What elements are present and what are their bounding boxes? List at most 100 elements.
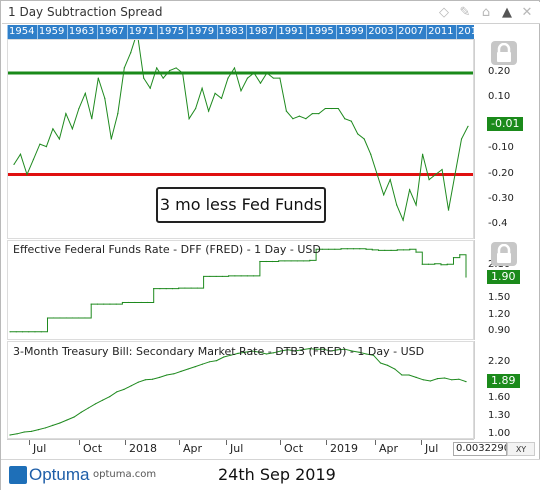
tbill-pane[interactable] (7, 341, 474, 439)
window-title: 1 Day Subtraction Spread (8, 5, 163, 19)
data-point (377, 249, 380, 252)
data-point (331, 107, 333, 110)
x-tick-label: Jul (425, 442, 439, 455)
data-point (415, 251, 417, 253)
last-value-badge: 1.90 (487, 269, 520, 284)
data-point (34, 331, 36, 333)
data-point (394, 368, 396, 370)
data-point (26, 173, 28, 176)
data-point (227, 77, 229, 79)
series-line[interactable] (10, 248, 467, 333)
data-point (279, 77, 281, 79)
data-point (280, 350, 282, 352)
data-point (358, 351, 360, 353)
y-tick-label: 1.20 (488, 308, 511, 320)
data-point (459, 254, 461, 256)
data-point (259, 260, 261, 263)
data-point (130, 385, 132, 387)
lock-icon[interactable] (491, 242, 517, 266)
data-point (53, 317, 55, 319)
data-point (271, 260, 273, 263)
series-line[interactable] (9, 348, 467, 436)
data-point (28, 331, 30, 333)
data-point (428, 179, 430, 181)
data-point (195, 107, 197, 110)
data-point (467, 125, 469, 127)
data-point (94, 403, 97, 405)
home-icon[interactable]: ⌂ (481, 5, 491, 20)
data-point (52, 128, 54, 130)
x-tick-label: 2019 (330, 442, 358, 455)
year-tick (126, 25, 128, 39)
year-label: 1954 (9, 26, 35, 37)
data-point (201, 87, 203, 89)
data-point (357, 133, 359, 135)
data-point (294, 350, 296, 352)
data-point (415, 376, 417, 378)
data-point (251, 350, 253, 352)
x-tick (280, 440, 281, 445)
data-point (244, 351, 246, 353)
data-point (290, 260, 292, 262)
data-point (223, 356, 225, 358)
x-tick (79, 440, 80, 445)
up-arrow-icon[interactable]: ▲ (502, 5, 512, 20)
year-label: 2015 (458, 26, 474, 37)
year-label: 1995 (308, 26, 334, 37)
spread-y-axis[interactable]: 0.20 0.10 -0.01 -0.10 -0.20 -0.30 -0.4 (474, 39, 535, 239)
data-point (396, 204, 398, 206)
data-point (301, 349, 303, 351)
tbill-y-axis[interactable]: 2.20 1.89 1.60 1.30 1.00 (474, 341, 535, 439)
data-point (370, 153, 372, 155)
data-point (278, 260, 280, 262)
data-point (103, 303, 105, 305)
year-tick (36, 25, 38, 39)
xy-button[interactable]: XY (507, 442, 535, 456)
data-point (311, 113, 313, 115)
data-point (30, 430, 32, 432)
close-icon[interactable]: ✕ (521, 5, 533, 20)
data-point (146, 301, 149, 304)
year-label: 2007 (398, 26, 424, 37)
year-tick (336, 25, 338, 39)
annotation-box[interactable]: 3 mo less Fed Funds (156, 187, 326, 223)
data-point (376, 173, 378, 176)
x-tick (179, 440, 180, 445)
data-point (337, 349, 339, 351)
diamond-icon[interactable]: ◇ (439, 5, 449, 20)
cursor-readout[interactable]: 0.0032290 (453, 442, 507, 456)
lock-icon[interactable] (491, 41, 517, 65)
pin-icon[interactable]: ✎ (459, 5, 471, 20)
year-label: 1991 (278, 26, 304, 37)
data-point (109, 303, 111, 305)
data-point (188, 118, 190, 120)
data-point (452, 257, 455, 259)
data-point (159, 376, 161, 378)
brand-url[interactable]: optuma.com (93, 469, 157, 480)
year-tick (426, 25, 428, 39)
data-point (259, 82, 262, 84)
data-point (302, 260, 305, 262)
data-point (237, 352, 239, 354)
year-tick (96, 25, 98, 39)
data-point (266, 72, 268, 74)
year-tick (246, 25, 248, 39)
data-point (215, 275, 217, 278)
data-point (292, 118, 294, 120)
data-point (390, 249, 392, 252)
year-tick (456, 25, 458, 39)
overview-year-bar[interactable]: 1954 1959 1963 1967 1971 1975 1979 1983 1987 1991… (7, 25, 474, 39)
x-tick (29, 440, 30, 445)
data-point (427, 263, 430, 265)
fed-funds-pane[interactable] (7, 240, 474, 340)
x-axis[interactable]: Jul Oct 2018 Apr Jul Oct 2019 Apr Jul (7, 439, 474, 457)
data-point (440, 264, 442, 266)
y-tick-label: 1.00 (488, 428, 511, 439)
year-label: 1999 (338, 26, 364, 37)
data-point (434, 263, 436, 265)
title-bar: 1 Day Subtraction Spread ◇ ✎ ⌂ ▲ ✕ (2, 2, 540, 24)
data-point (330, 350, 332, 352)
last-value-badge: -0.01 (487, 116, 524, 131)
y-tick-label: 0.20 (488, 66, 511, 77)
data-point (109, 396, 111, 398)
